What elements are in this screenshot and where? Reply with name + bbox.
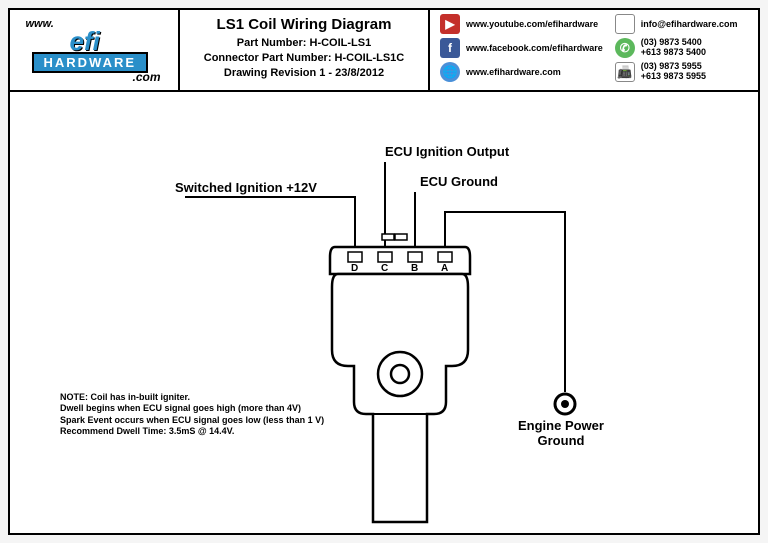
label-engine-ground: Engine Power Ground xyxy=(518,418,604,448)
phone-link: ✆ (03) 9873 5400+613 9873 5400 xyxy=(615,38,752,58)
pin-d: D xyxy=(351,263,358,274)
logo-dotcom: .com xyxy=(132,70,160,84)
label-switched-12v: Switched Ignition +12V xyxy=(175,180,317,195)
note-line-1: NOTE: Coil has in-built igniter. xyxy=(60,392,324,403)
pin-b: B xyxy=(411,263,418,274)
pin-a: A xyxy=(441,263,448,274)
note-block: NOTE: Coil has in-built igniter. Dwell b… xyxy=(60,392,324,437)
youtube-link: ▶ www.youtube.com/efihardware xyxy=(440,14,603,34)
facebook-icon: f xyxy=(440,38,460,58)
facebook-link: f www.facebook.com/efihardware xyxy=(440,38,603,58)
diagram-title: LS1 Coil Wiring Diagram xyxy=(184,16,424,33)
fax-icon: 📠 xyxy=(615,62,635,82)
title-cell: LS1 Coil Wiring Diagram Part Number: H-C… xyxy=(180,10,430,90)
logo-cell: www. efi HARDWARE .com xyxy=(10,10,180,90)
logo-www: www. xyxy=(26,18,54,30)
logo: www. efi HARDWARE .com xyxy=(22,20,167,80)
note-line-2: Dwell begins when ECU signal goes high (… xyxy=(60,403,324,414)
facebook-text: www.facebook.com/efihardware xyxy=(466,43,603,53)
links-cell: ▶ www.youtube.com/efihardware f www.face… xyxy=(430,10,758,90)
revision: Drawing Revision 1 - 23/8/2012 xyxy=(184,66,424,81)
logo-hardware: HARDWARE xyxy=(32,52,149,73)
website-text: www.efihardware.com xyxy=(466,67,561,77)
page-frame: www. efi HARDWARE .com LS1 Coil Wiring D… xyxy=(8,8,760,535)
pin-c: C xyxy=(381,263,388,274)
part-number: Part Number: H-COIL-LS1 xyxy=(184,36,424,51)
wiring-diagram: Switched Ignition +12V ECU Ignition Outp… xyxy=(10,92,758,533)
phone-icon: ✆ xyxy=(615,38,635,58)
globe-icon: 🌐 xyxy=(440,62,460,82)
youtube-icon: ▶ xyxy=(440,14,460,34)
mail-icon: ✉ xyxy=(615,14,635,34)
fax-link: 📠 (03) 9873 5955+613 9873 5955 xyxy=(615,62,752,82)
label-ecu-output: ECU Ignition Output xyxy=(385,144,509,159)
links-col-right: ✉ info@efihardware.com ✆ (03) 9873 5400+… xyxy=(615,14,752,88)
phone-text: (03) 9873 5400+613 9873 5400 xyxy=(641,38,706,58)
youtube-text: www.youtube.com/efihardware xyxy=(466,19,598,29)
fax-text: (03) 9873 5955+613 9873 5955 xyxy=(641,62,706,82)
note-line-3: Spark Event occurs when ECU signal goes … xyxy=(60,415,324,426)
connector-part: Connector Part Number: H-COIL-LS1C xyxy=(184,51,424,66)
email-link: ✉ info@efihardware.com xyxy=(615,14,752,34)
label-ecu-ground: ECU Ground xyxy=(420,174,498,189)
note-line-4: Recommend Dwell Time: 3.5mS @ 14.4V. xyxy=(60,426,324,437)
links-col-left: ▶ www.youtube.com/efihardware f www.face… xyxy=(440,14,603,88)
header: www. efi HARDWARE .com LS1 Coil Wiring D… xyxy=(10,10,758,92)
diagram-svg xyxy=(10,92,758,533)
website-link: 🌐 www.efihardware.com xyxy=(440,62,603,82)
email-text: info@efihardware.com xyxy=(641,19,738,29)
